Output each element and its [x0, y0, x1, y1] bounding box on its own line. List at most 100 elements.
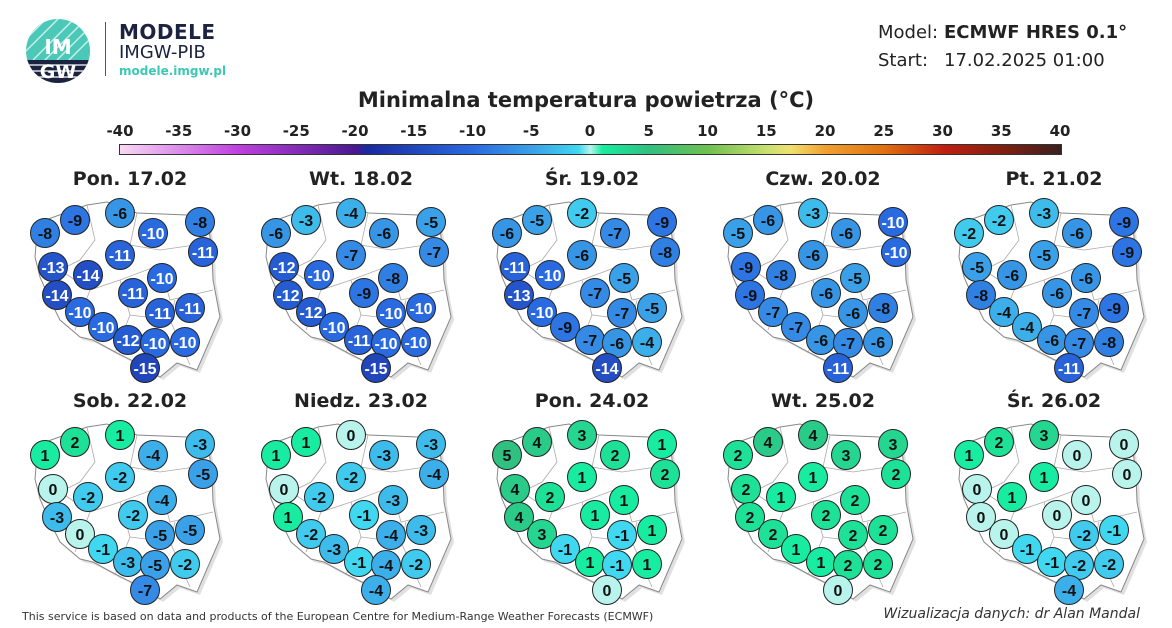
station-circle: [1054, 575, 1084, 605]
station-circle: [868, 293, 898, 323]
station-marker: 2: [868, 515, 898, 545]
station-circle: [607, 298, 637, 328]
region-border: [290, 426, 327, 493]
station-marker: -5: [522, 205, 552, 235]
station-value: -9: [655, 215, 669, 232]
station-value: 0: [1053, 508, 1062, 525]
station-circle: [1071, 263, 1101, 293]
station-value: -6: [500, 226, 514, 243]
colorbar-tick: -10: [458, 122, 487, 140]
station-value: 1: [643, 557, 652, 574]
station-marker: 0: [269, 474, 299, 504]
station-value: -2: [1072, 558, 1086, 575]
station-marker: 2: [984, 427, 1014, 457]
station-circle: [984, 205, 1014, 235]
station-circle: [811, 278, 841, 308]
station-value: -2: [344, 470, 358, 487]
station-circle: [535, 260, 565, 290]
station-value: 0: [834, 583, 843, 600]
svg-text:IM: IM: [44, 35, 71, 59]
station-value: -2: [304, 527, 318, 544]
station-value: 2: [879, 523, 888, 540]
brand-url[interactable]: modele.imgw.pl: [119, 64, 227, 78]
station-marker: -1: [550, 534, 580, 564]
station-value: -12: [276, 288, 299, 305]
station-value: 1: [1040, 470, 1049, 487]
station-marker: 0: [38, 474, 68, 504]
station-marker: -9: [1112, 237, 1142, 267]
station-marker: 1: [291, 427, 321, 457]
station-value: -10: [374, 336, 397, 353]
station-marker: -1: [1037, 547, 1067, 577]
station-circle: [65, 519, 95, 549]
station-marker: -2: [984, 205, 1014, 235]
station-marker: 1: [567, 462, 597, 492]
model-label: Model:: [878, 22, 939, 43]
station-value: -5: [848, 271, 862, 288]
station-value: 2: [892, 467, 901, 484]
station-value: 2: [995, 435, 1004, 452]
station-circle: [145, 520, 175, 550]
station-circle: [73, 260, 103, 290]
station-circle: [735, 502, 765, 532]
svg-text:GW: GW: [40, 61, 77, 83]
station-circle: [1094, 327, 1124, 357]
station-value: -12: [299, 305, 322, 322]
station-value: 2: [849, 528, 858, 545]
station-marker: -8: [378, 263, 408, 293]
station-value: 4: [511, 482, 520, 499]
region-border: [752, 426, 789, 493]
colorbar-tick: 10: [697, 122, 718, 140]
station-circle: [361, 353, 391, 383]
station-value: -7: [789, 320, 803, 337]
station-marker: 1: [806, 547, 836, 577]
station-circle: [592, 575, 622, 605]
station-marker: -5: [145, 520, 175, 550]
poland-map: 11 0-3-3-4-20 -2 -31 -1-2 -4 -3-3-1 -4 -2-4: [261, 420, 454, 605]
station-value: 4: [533, 435, 542, 452]
station-value: -15: [133, 361, 156, 378]
station-value: -6: [377, 226, 391, 243]
day-title: Śr. 19.02: [544, 168, 640, 190]
station-marker: 4: [500, 474, 530, 504]
station-marker: -6: [1071, 263, 1101, 293]
station-value: -2: [126, 508, 140, 525]
station-marker: -4: [1012, 312, 1042, 342]
station-marker: -6: [261, 218, 291, 248]
station-value: 0: [76, 527, 85, 544]
station-marker: -6: [831, 218, 861, 248]
imgw-logo: IM GW: [26, 19, 90, 83]
station-value: 3: [1040, 428, 1049, 445]
station-marker: -1: [602, 550, 632, 580]
station-circle: [273, 502, 303, 532]
region-border: [59, 204, 96, 271]
station-value: -6: [1045, 333, 1059, 350]
station-circle: [118, 500, 148, 530]
station-circle: [535, 482, 565, 512]
station-marker: 3: [831, 440, 861, 470]
station-circle: [65, 297, 95, 327]
station-circle: [781, 534, 811, 564]
start-label: Start:: [878, 50, 929, 71]
station-value: 1: [777, 490, 786, 507]
station-circle: [296, 519, 326, 549]
station-value: -3: [806, 206, 820, 223]
station-value: -11: [1058, 361, 1080, 378]
station-circle: [1012, 534, 1042, 564]
station-marker: 1: [997, 482, 1027, 512]
station-marker: 0: [966, 502, 996, 532]
station-value: -8: [386, 271, 400, 288]
station-marker: -11: [344, 325, 374, 355]
station-value: -4: [997, 305, 1011, 322]
station-value: -1: [357, 508, 371, 525]
station-marker: -6: [492, 218, 522, 248]
station-marker: 2: [600, 440, 630, 470]
station-circle: [878, 207, 908, 237]
region-border: [290, 204, 327, 271]
station-value: -7: [583, 333, 597, 350]
station-marker: -11: [105, 240, 135, 270]
station-marker: -10: [147, 263, 177, 293]
station-marker: 1: [273, 502, 303, 532]
station-marker: -6: [753, 205, 783, 235]
station-circle: [647, 207, 677, 237]
